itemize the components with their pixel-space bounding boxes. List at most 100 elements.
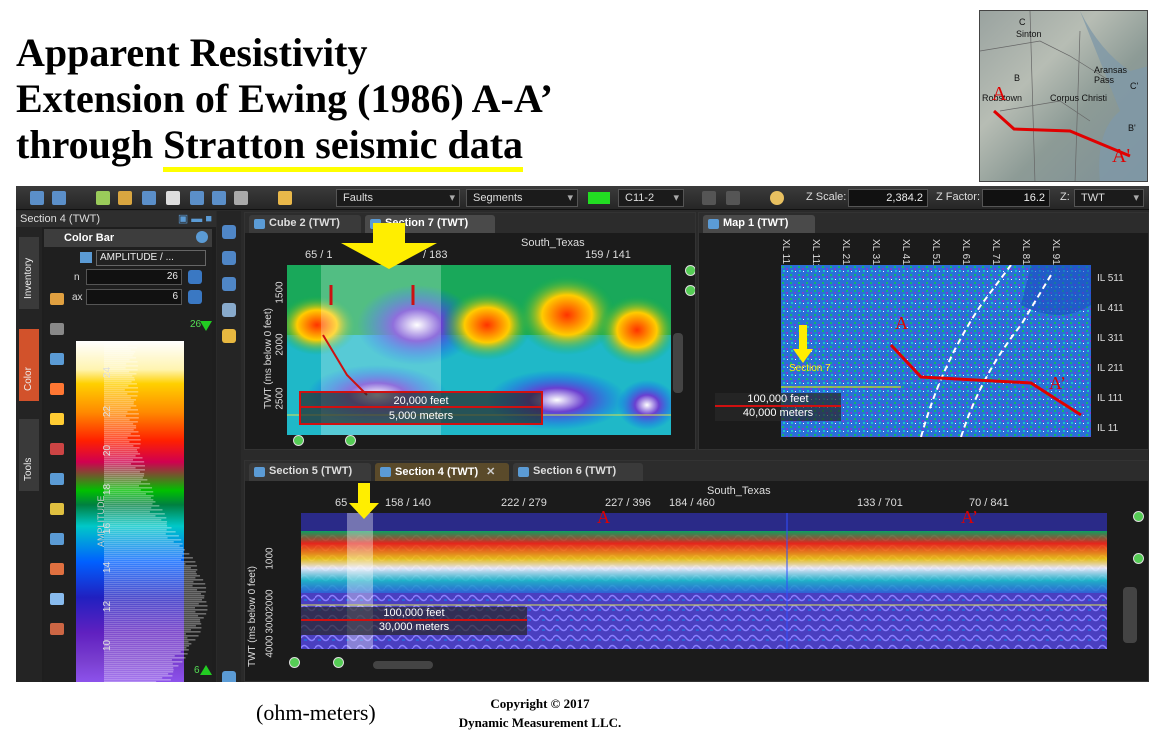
horizon-color-swatch[interactable] [588, 192, 610, 204]
undo-icon[interactable] [702, 191, 716, 205]
rotate-icon[interactable] [222, 277, 236, 291]
application-window: Faults Segments C11-2 Z Scale: 2,384.2 Z… [16, 186, 1149, 682]
fill-icon[interactable] [50, 413, 64, 425]
help-icon[interactable] [196, 231, 208, 243]
histogram-bar [104, 465, 145, 467]
histogram-bar [104, 613, 207, 615]
histogram-bar [104, 351, 136, 353]
left-panel-title: Section 4 (TWT) [20, 213, 101, 225]
tab-color-label: Color [23, 367, 34, 391]
section4-vscrollbar[interactable] [1123, 587, 1137, 643]
faults-combo[interactable]: Faults [336, 189, 460, 207]
histogram-bar [104, 667, 174, 669]
save-icon[interactable] [30, 191, 44, 205]
open-icon[interactable] [52, 191, 66, 205]
histogram-bar [104, 477, 143, 479]
tab-map1[interactable]: Map 1 (TWT) [703, 215, 815, 233]
histogram-bar [104, 523, 167, 525]
zscale-field[interactable]: 2,384.2 [848, 189, 928, 207]
section4-ytick-4000: 4000 [264, 635, 276, 658]
tab-section6[interactable]: Section 6 (TWT) [513, 463, 643, 481]
panel-window-controls-icon[interactable]: ▣ ▬ ■ [177, 213, 212, 225]
map-xl-label: XL 11 [780, 239, 791, 265]
copyright-line-2: Dynamic Measurement LLC. [458, 715, 622, 730]
section4-label-a-prime: A’ [961, 507, 978, 527]
section7-scale-meters: 5,000 meters [388, 410, 454, 422]
main-toolbar: Faults Segments C11-2 Z Scale: 2,384.2 Z… [16, 186, 1149, 210]
histogram-bar [104, 649, 189, 651]
gradient-icon[interactable] [50, 383, 64, 395]
expand-icon[interactable] [222, 671, 236, 682]
pan-icon[interactable] [166, 191, 180, 205]
palette-icon[interactable] [50, 293, 64, 305]
min-reset-icon[interactable] [188, 290, 202, 304]
section7-vscrollbar[interactable] [673, 333, 683, 393]
section7-ytick-2500: 2500 [274, 387, 286, 410]
tree-icon[interactable] [96, 191, 110, 205]
histogram-bar [104, 637, 188, 639]
tab-cube2[interactable]: Cube 2 (TWT) [249, 215, 361, 233]
section4-hzoom-in-icon[interactable] [333, 657, 344, 668]
attribute-select[interactable]: AMPLITUDE / ... [96, 250, 206, 266]
top-marker-icon[interactable] [200, 321, 212, 331]
ruler-icon[interactable] [50, 473, 64, 485]
export-icon[interactable] [50, 533, 64, 545]
grid-icon[interactable] [190, 191, 204, 205]
histogram-bar [104, 367, 126, 369]
zoom-in-icon[interactable] [222, 225, 236, 239]
histogram-bar [104, 547, 184, 549]
pencil-icon[interactable] [278, 191, 292, 205]
section4-ytick-2000: 2000 [264, 589, 276, 612]
section4-zoom-out-icon[interactable] [1133, 553, 1144, 564]
zoom-out-icon[interactable] [222, 251, 236, 265]
layers-icon[interactable] [50, 503, 64, 515]
close-icon[interactable]: ✕ [486, 466, 496, 478]
histogram-bar [104, 363, 127, 365]
section7-hzoom-in-icon[interactable] [345, 435, 356, 446]
settings-icon[interactable] [50, 623, 64, 635]
histogram-icon[interactable] [50, 563, 64, 575]
print-icon[interactable] [234, 191, 248, 205]
section7-zoom-out-icon[interactable] [685, 285, 695, 296]
marker-icon[interactable] [50, 443, 64, 455]
camera-icon[interactable] [212, 191, 226, 205]
tab-section4[interactable]: Section 4 (TWT) ✕ [375, 463, 509, 481]
histogram-bar [104, 619, 201, 621]
pick-icon[interactable] [118, 191, 132, 205]
tab-inventory[interactable]: Inventory [19, 237, 39, 309]
histogram-bar [104, 527, 172, 529]
section4-xtick: 133 / 701 [857, 497, 903, 509]
horizon-combo[interactable]: C11-2 [618, 189, 684, 207]
sun-icon[interactable] [770, 191, 784, 205]
redo-icon[interactable] [726, 191, 740, 205]
zfactor-field[interactable]: 16.2 [982, 189, 1050, 207]
tab-color[interactable]: Color [19, 329, 39, 401]
tab-tools[interactable]: Tools [19, 419, 39, 491]
histogram-bar [104, 603, 199, 605]
histogram-bar [104, 557, 193, 559]
section7-zoom-in-icon[interactable] [685, 265, 695, 276]
histogram-bar [104, 593, 202, 595]
max-reset-icon[interactable] [188, 270, 202, 284]
section7-hzoom-out-icon[interactable] [293, 435, 304, 446]
histogram-bar [104, 443, 141, 445]
zdomain-combo[interactable]: TWT [1074, 189, 1144, 207]
segments-combo[interactable]: Segments [466, 189, 578, 207]
inset-label-a: A [992, 83, 1007, 105]
table-icon[interactable] [50, 593, 64, 605]
max-input[interactable]: 26 [86, 269, 182, 285]
tab-section4-label: Section 4 (TWT) [395, 466, 479, 478]
min-input[interactable]: 6 [86, 289, 182, 305]
tab-section5[interactable]: Section 5 (TWT) [249, 463, 371, 481]
curve-icon[interactable] [50, 323, 64, 335]
section4-hzoom-out-icon[interactable] [289, 657, 300, 668]
section4-hscrollbar[interactable] [373, 661, 433, 669]
bottom-marker-icon[interactable] [200, 665, 212, 675]
tab-tools-label: Tools [23, 457, 34, 481]
inset-label-b: B [1014, 73, 1021, 83]
section4-zoom-in-icon[interactable] [1133, 511, 1144, 522]
picker-icon[interactable] [222, 329, 236, 343]
ruler-tool-icon[interactable] [222, 303, 236, 317]
measure-icon[interactable] [142, 191, 156, 205]
flip-icon[interactable] [50, 353, 64, 365]
